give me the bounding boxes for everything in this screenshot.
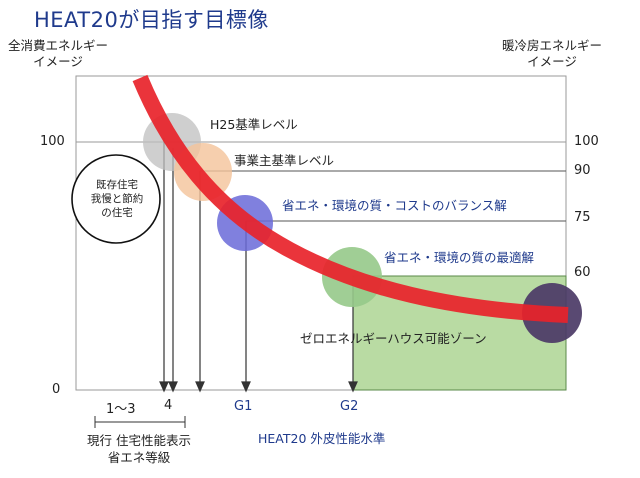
bottom-left-caption: 現行 住宅性能表示 省エネ等級 bbox=[64, 432, 214, 466]
guide-lines bbox=[159, 138, 358, 393]
existing-housing-line1: 既存住宅 bbox=[96, 179, 138, 191]
energy-curve bbox=[132, 74, 569, 323]
right-tick-75: 75 bbox=[574, 210, 591, 225]
bottom-left-line2: 省エネ等級 bbox=[107, 450, 171, 465]
x-tick-g2: G2 bbox=[340, 399, 359, 414]
label-balance: 省エネ・環境の質・コストのバランス解 bbox=[282, 198, 507, 213]
axis-left-caption: 全消費エネルギー イメージ bbox=[8, 38, 108, 70]
y-tick-0: 0 bbox=[52, 382, 61, 397]
right-tick-100: 100 bbox=[574, 134, 599, 149]
bottom-left-line1: 現行 住宅性能表示 bbox=[87, 433, 191, 448]
label-optimal: 省エネ・環境の質の最適解 bbox=[384, 250, 535, 265]
axis-left-line1: 全消費エネルギー bbox=[8, 38, 109, 53]
existing-housing-line2: 我慢と節約 bbox=[90, 193, 144, 205]
existing-housing-text: 既存住宅 我慢と節約 の住宅 bbox=[86, 178, 148, 220]
axis-right-caption: 暖冷房エネルギー イメージ bbox=[502, 38, 602, 70]
axis-left-line2: イメージ bbox=[33, 54, 83, 69]
x-tick-1-3: 1〜3 bbox=[106, 402, 136, 417]
plot-frame bbox=[75, 75, 567, 391]
label-h25: H25基準レベル bbox=[210, 117, 298, 132]
right-tick-60: 60 bbox=[574, 265, 591, 280]
page-title: HEAT20が目指す目標像 bbox=[34, 8, 269, 32]
x-tick-g1: G1 bbox=[234, 399, 253, 414]
axis-right-line2: イメージ bbox=[527, 54, 577, 69]
axis-right-line1: 暖冷房エネルギー bbox=[502, 38, 603, 53]
bottom-center-caption: HEAT20 外皮性能水準 bbox=[258, 431, 386, 446]
existing-housing-line3: の住宅 bbox=[101, 207, 133, 219]
label-zeh: ゼロエネルギーハウス可能ゾーン bbox=[300, 331, 487, 346]
label-business: 事業主基準レベル bbox=[234, 153, 335, 168]
existing-housing-circle bbox=[71, 154, 161, 244]
right-tick-90: 90 bbox=[574, 163, 591, 178]
x-tick-4: 4 bbox=[164, 398, 173, 413]
y-tick-100: 100 bbox=[40, 134, 65, 149]
